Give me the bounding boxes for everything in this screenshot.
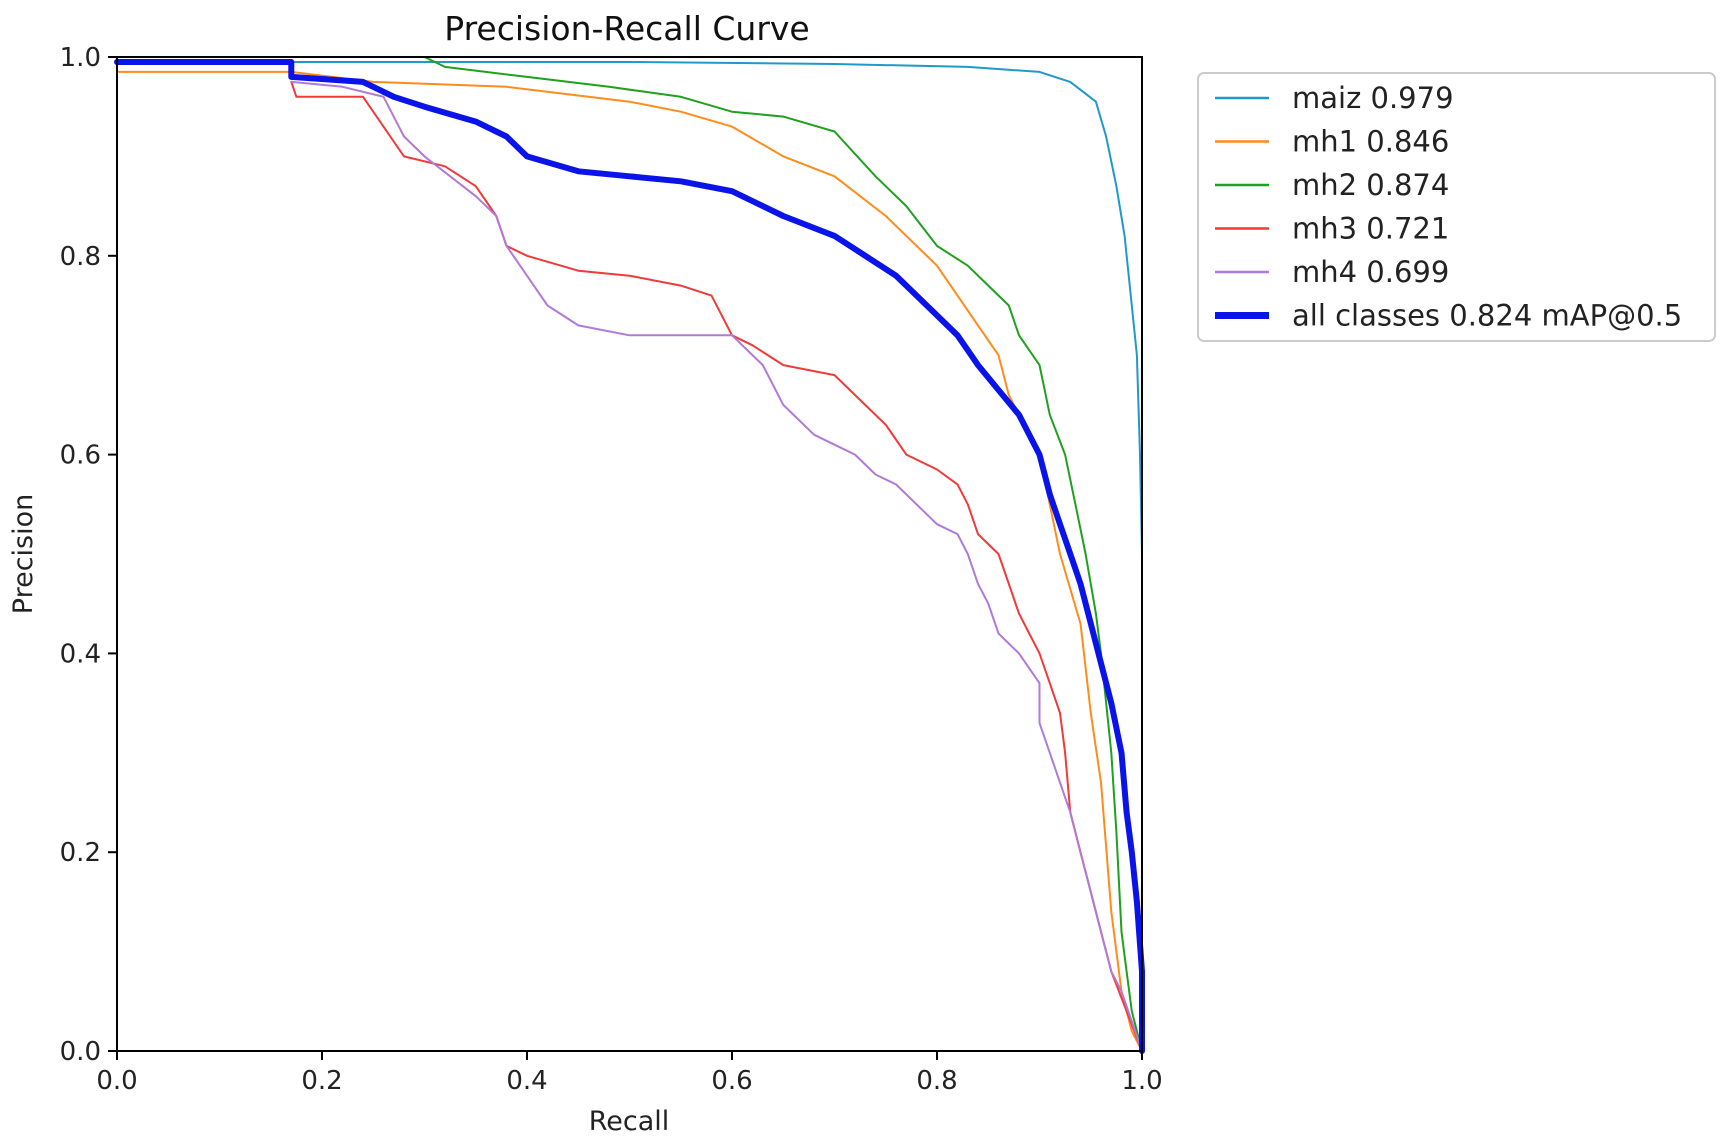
- y-tick-label-1: 0.2: [60, 838, 101, 868]
- legend: maiz 0.979 mh1 0.846 mh2 0.874 mh3 0.721 mh4…: [1197, 72, 1716, 342]
- x-tick-label-3: 0.6: [711, 1066, 752, 1096]
- legend-label-5: all classes 0.824 mAP@0.5: [1292, 299, 1682, 333]
- x-tick-label-0: 0.0: [96, 1066, 137, 1096]
- x-tick-label-5: 1.0: [1121, 1066, 1162, 1096]
- plot-frame: [116, 56, 1143, 1052]
- y-tick-label-4: 0.8: [60, 242, 101, 272]
- chart-title: Precision-Recall Curve: [444, 9, 809, 48]
- y-axis: 0.0 0.2 0.4 0.6 0.8 1.0: [60, 43, 117, 1067]
- y-tick-label-2: 0.4: [60, 639, 101, 669]
- x-axis-title: Recall: [589, 1106, 670, 1136]
- legend-frame: [1197, 72, 1716, 342]
- series-line-5: [114, 59, 1145, 1054]
- x-tick-label-1: 0.2: [301, 1066, 342, 1096]
- series-line-4: [290, 80, 1143, 1052]
- x-axis: 0.0 0.2 0.4 0.6 0.8 1.0: [96, 1051, 1163, 1096]
- x-tick-label-2: 0.4: [506, 1066, 547, 1096]
- y-tick-label-0: 0.0: [60, 1037, 101, 1067]
- x-tick-label-4: 0.8: [916, 1066, 957, 1096]
- legend-label-0: maiz 0.979: [1292, 81, 1454, 115]
- series-line-0: [116, 61, 1143, 1052]
- y-tick-label-5: 1.0: [60, 43, 101, 73]
- y-axis-title: Precision: [8, 494, 39, 614]
- legend-label-4: mh4 0.699: [1292, 255, 1449, 289]
- y-tick-label-3: 0.6: [60, 441, 101, 471]
- series-layer: [114, 56, 1145, 1054]
- series-line-2: [423, 56, 1143, 1052]
- series-line-3: [290, 80, 1143, 1052]
- legend-label-1: mh1 0.846: [1292, 125, 1449, 159]
- legend-label-3: mh3 0.721: [1292, 212, 1449, 246]
- legend-label-2: mh2 0.874: [1292, 168, 1449, 202]
- series-line-1: [116, 70, 1143, 1052]
